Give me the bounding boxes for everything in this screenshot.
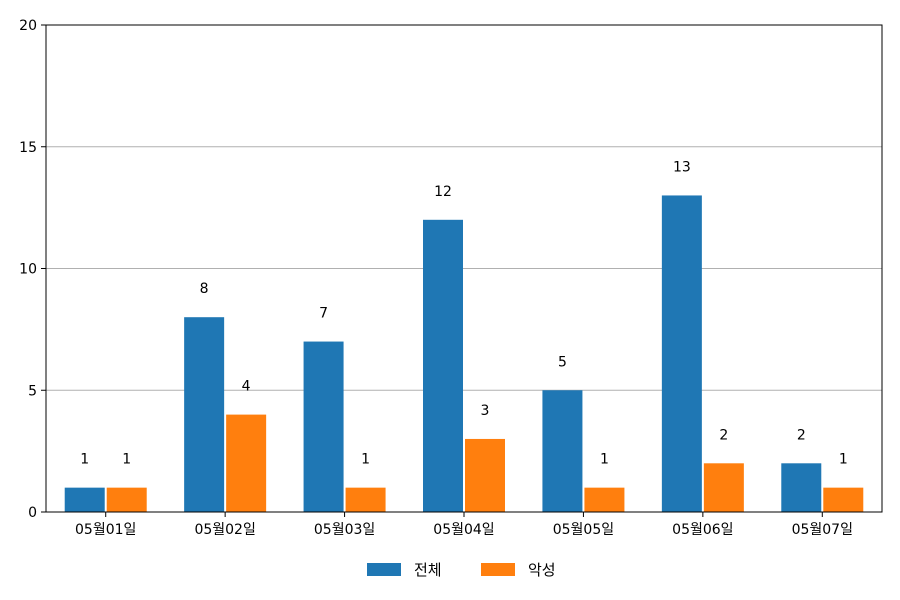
y-tick-label: 15 — [19, 140, 37, 156]
data-label: 2 — [797, 427, 806, 443]
data-label: 5 — [558, 354, 567, 370]
bar-malicious — [345, 487, 386, 512]
legend-item-1: 악성 — [481, 561, 556, 579]
x-tick-label: 05월04일 — [433, 522, 494, 538]
x-axis: 05월01일 05월02일 05월03일 05월04일 05월05일 05월06일 05월0… — [75, 512, 853, 538]
data-label: 1 — [122, 452, 131, 468]
x-tick-label: 05월07일 — [792, 522, 853, 538]
data-label: 4 — [242, 379, 251, 395]
bar-total — [64, 487, 105, 512]
bar-total — [542, 390, 583, 512]
data-label: 3 — [481, 403, 490, 419]
x-tick-label: 05월03일 — [314, 522, 375, 538]
bars — [64, 195, 864, 513]
legend-swatch — [481, 563, 515, 576]
x-tick-label: 05월02일 — [194, 522, 255, 538]
legend-label: 전체 — [414, 561, 442, 579]
data-label: 1 — [80, 452, 89, 468]
data-label: 1 — [361, 452, 370, 468]
y-tick-label: 0 — [28, 505, 37, 521]
bar-malicious — [703, 463, 744, 512]
bar-malicious — [823, 487, 864, 512]
bar-total — [303, 341, 344, 512]
data-labels: 1 1 8 4 7 1 12 3 5 1 13 2 2 1 — [80, 159, 847, 467]
bar-total — [184, 317, 225, 512]
x-tick-label: 05월01일 — [75, 522, 136, 538]
x-tick-label: 05월06일 — [672, 522, 733, 538]
bar-total — [423, 219, 463, 513]
data-label: 1 — [839, 452, 848, 468]
y-axis: 0 5 10 15 20 — [19, 18, 46, 521]
y-tick-label: 20 — [19, 18, 37, 34]
bar-total — [661, 195, 702, 512]
legend: 전체 악성 — [367, 561, 556, 579]
data-label: 8 — [200, 281, 209, 297]
data-label: 13 — [673, 159, 691, 175]
data-label: 12 — [434, 184, 452, 200]
data-label: 7 — [319, 306, 328, 322]
y-tick-label: 10 — [19, 262, 37, 278]
grid-lines — [46, 146, 882, 391]
bar-malicious — [106, 487, 147, 512]
legend-label: 악성 — [528, 561, 556, 579]
data-label: 2 — [719, 427, 728, 443]
data-label: 1 — [600, 452, 609, 468]
bar-malicious — [584, 487, 625, 512]
bar-total — [781, 463, 822, 512]
bar-malicious — [226, 414, 267, 512]
legend-swatch — [367, 563, 401, 576]
legend-item-0: 전체 — [367, 561, 442, 579]
x-tick-label: 05월05일 — [553, 522, 614, 538]
y-tick-label: 5 — [28, 383, 37, 399]
bar-malicious — [465, 438, 505, 512]
